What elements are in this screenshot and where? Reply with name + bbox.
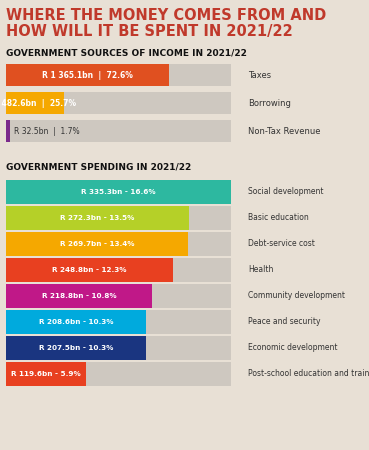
Bar: [10, 120, 231, 142]
Text: Economic development: Economic development: [248, 343, 338, 352]
Text: R 1 365.1bn  |  72.6%: R 1 365.1bn | 72.6%: [42, 71, 133, 80]
Bar: [6, 310, 146, 334]
Bar: [6, 180, 231, 204]
Text: Post-school education and training: Post-school education and training: [248, 369, 369, 378]
Text: Community development: Community development: [248, 292, 345, 301]
Text: R 248.8bn - 12.3%: R 248.8bn - 12.3%: [52, 267, 127, 273]
Bar: [146, 310, 231, 334]
Bar: [6, 362, 86, 386]
Text: Basic education: Basic education: [248, 213, 309, 222]
Text: R 208.6bn - 10.3%: R 208.6bn - 10.3%: [38, 319, 113, 325]
Text: GOVERNMENT SOURCES OF INCOME IN 2021/22: GOVERNMENT SOURCES OF INCOME IN 2021/22: [6, 48, 247, 57]
Text: R 207.5bn - 10.3%: R 207.5bn - 10.3%: [39, 345, 113, 351]
Text: Non-Tax Revenue: Non-Tax Revenue: [248, 126, 321, 135]
Text: R 218.8bn - 10.8%: R 218.8bn - 10.8%: [42, 293, 117, 299]
Bar: [187, 232, 231, 256]
Text: WHERE THE MONEY COMES FROM AND: WHERE THE MONEY COMES FROM AND: [6, 8, 326, 23]
Bar: [173, 258, 231, 282]
Bar: [169, 64, 231, 86]
Text: R 272.3bn - 13.5%: R 272.3bn - 13.5%: [60, 215, 135, 221]
Text: R 119.6bn - 5.9%: R 119.6bn - 5.9%: [11, 371, 81, 377]
Bar: [6, 258, 173, 282]
Text: Debt-service cost: Debt-service cost: [248, 239, 315, 248]
Text: Peace and security: Peace and security: [248, 318, 321, 327]
Bar: [86, 362, 231, 386]
Text: R 269.7bn - 13.4%: R 269.7bn - 13.4%: [59, 241, 134, 247]
Text: Borrowing: Borrowing: [248, 99, 291, 108]
Text: Health: Health: [248, 266, 273, 274]
Text: R 482.6bn  |  25.7%: R 482.6bn | 25.7%: [0, 99, 76, 108]
Bar: [64, 92, 231, 114]
Bar: [6, 120, 10, 142]
Text: R 32.5bn  |  1.7%: R 32.5bn | 1.7%: [14, 126, 79, 135]
Bar: [6, 64, 169, 86]
Bar: [146, 336, 231, 360]
Text: GOVERNMENT SPENDING IN 2021/22: GOVERNMENT SPENDING IN 2021/22: [6, 162, 191, 171]
Bar: [6, 336, 146, 360]
Bar: [6, 232, 187, 256]
Bar: [6, 92, 64, 114]
Text: Taxes: Taxes: [248, 71, 271, 80]
Bar: [6, 206, 189, 230]
Text: R 335.3bn - 16.6%: R 335.3bn - 16.6%: [81, 189, 156, 195]
Bar: [189, 206, 231, 230]
Text: Social development: Social development: [248, 188, 324, 197]
Text: HOW WILL IT BE SPENT IN 2021/22: HOW WILL IT BE SPENT IN 2021/22: [6, 24, 293, 39]
Bar: [152, 284, 231, 308]
Bar: [6, 284, 152, 308]
